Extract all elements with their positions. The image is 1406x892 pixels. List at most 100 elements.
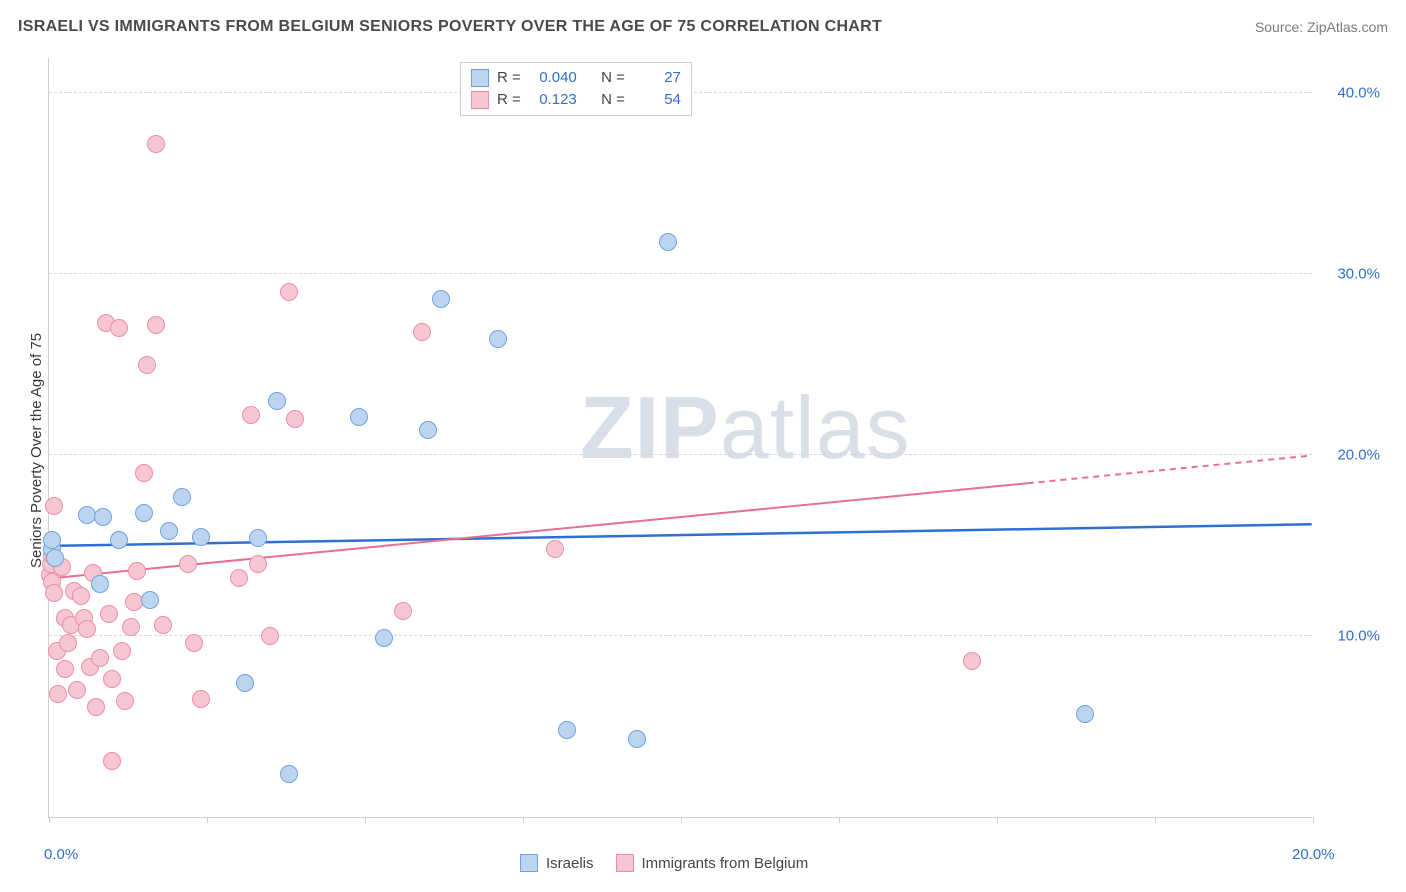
data-point [249,555,267,573]
data-point [249,529,267,547]
y-tick-label: 30.0% [1337,266,1380,283]
x-tick [49,817,50,823]
data-point [103,752,121,770]
chart-title: ISRAELI VS IMMIGRANTS FROM BELGIUM SENIO… [18,18,882,36]
data-point [160,522,178,540]
legend-item: Immigrants from Belgium [616,854,809,872]
data-point [75,609,93,627]
data-point [45,497,63,515]
data-point [413,323,431,341]
x-tick [681,817,682,823]
data-point [350,408,368,426]
legend-item: Israelis [520,854,594,872]
y-axis-title: Seniors Poverty Over the Age of 75 [28,333,45,568]
title-bar: ISRAELI VS IMMIGRANTS FROM BELGIUM SENIO… [18,18,1388,36]
data-point [419,421,437,439]
watermark-atlas: atlas [720,378,911,477]
data-point [48,642,66,660]
data-point [46,549,64,567]
watermark: ZIPatlas [580,377,911,479]
data-point [91,575,109,593]
data-point [43,540,61,558]
data-point [43,573,61,591]
y-tick-label: 10.0% [1337,628,1380,645]
trend-line-dashed [1028,456,1312,484]
data-point [72,587,90,605]
data-point [97,314,115,332]
data-point [78,506,96,524]
data-point [179,555,197,573]
x-tick-label: 20.0% [1292,846,1335,863]
data-point [628,730,646,748]
legend-row: R =0.123 N =54 [471,89,681,111]
data-point [546,540,564,558]
x-tick [997,817,998,823]
data-point [375,629,393,647]
legend-label: Immigrants from Belgium [642,855,809,872]
legend-n-value: 27 [633,67,681,89]
legend-label: Israelis [546,855,594,872]
data-point [286,410,304,428]
legend-n-value: 54 [633,89,681,111]
data-point [147,316,165,334]
data-point [963,652,981,670]
data-point [49,685,67,703]
data-point [122,618,140,636]
data-point [135,464,153,482]
data-point [141,591,159,609]
trend-lines [49,58,1312,817]
watermark-zip: ZIP [580,378,720,477]
data-point [65,582,83,600]
legend-r-value: 0.123 [529,89,577,111]
scatter-plot: ZIPatlas 10.0%20.0%30.0%40.0% [48,58,1312,818]
data-point [192,690,210,708]
source-label: Source: ZipAtlas.com [1255,19,1388,35]
data-point [56,660,74,678]
data-point [185,634,203,652]
data-point [43,531,61,549]
legend-row: R =0.040 N =27 [471,67,681,89]
data-point [113,642,131,660]
data-point [110,319,128,337]
data-point [43,546,61,564]
data-point [280,283,298,301]
x-tick [1313,817,1314,823]
data-point [128,562,146,580]
x-tick [365,817,366,823]
legend-swatch [471,91,489,109]
data-point [45,584,63,602]
data-point [62,616,80,634]
data-point [1076,705,1094,723]
x-tick [1155,817,1156,823]
data-point [94,508,112,526]
x-tick-label: 0.0% [44,846,78,863]
data-point [138,356,156,374]
legend-swatch [471,69,489,87]
x-tick [523,817,524,823]
data-point [56,609,74,627]
data-point [154,616,172,634]
legend-swatch [520,854,538,872]
data-point [659,233,677,251]
y-tick-label: 40.0% [1337,85,1380,102]
data-point [558,721,576,739]
legend-r-value: 0.040 [529,67,577,89]
trend-line [49,483,1027,578]
data-point [230,569,248,587]
data-point [103,670,121,688]
data-point [261,627,279,645]
data-point [280,765,298,783]
legend-r-label: R = [497,67,521,89]
data-point [116,692,134,710]
trend-line [49,524,1311,546]
data-point [432,290,450,308]
data-point [236,674,254,692]
data-point [100,605,118,623]
series-legend: Israelis Immigrants from Belgium [520,854,808,872]
data-point [84,564,102,582]
data-point [192,528,210,546]
data-point [91,649,109,667]
data-point [53,558,71,576]
data-point [59,634,77,652]
data-point [147,135,165,153]
